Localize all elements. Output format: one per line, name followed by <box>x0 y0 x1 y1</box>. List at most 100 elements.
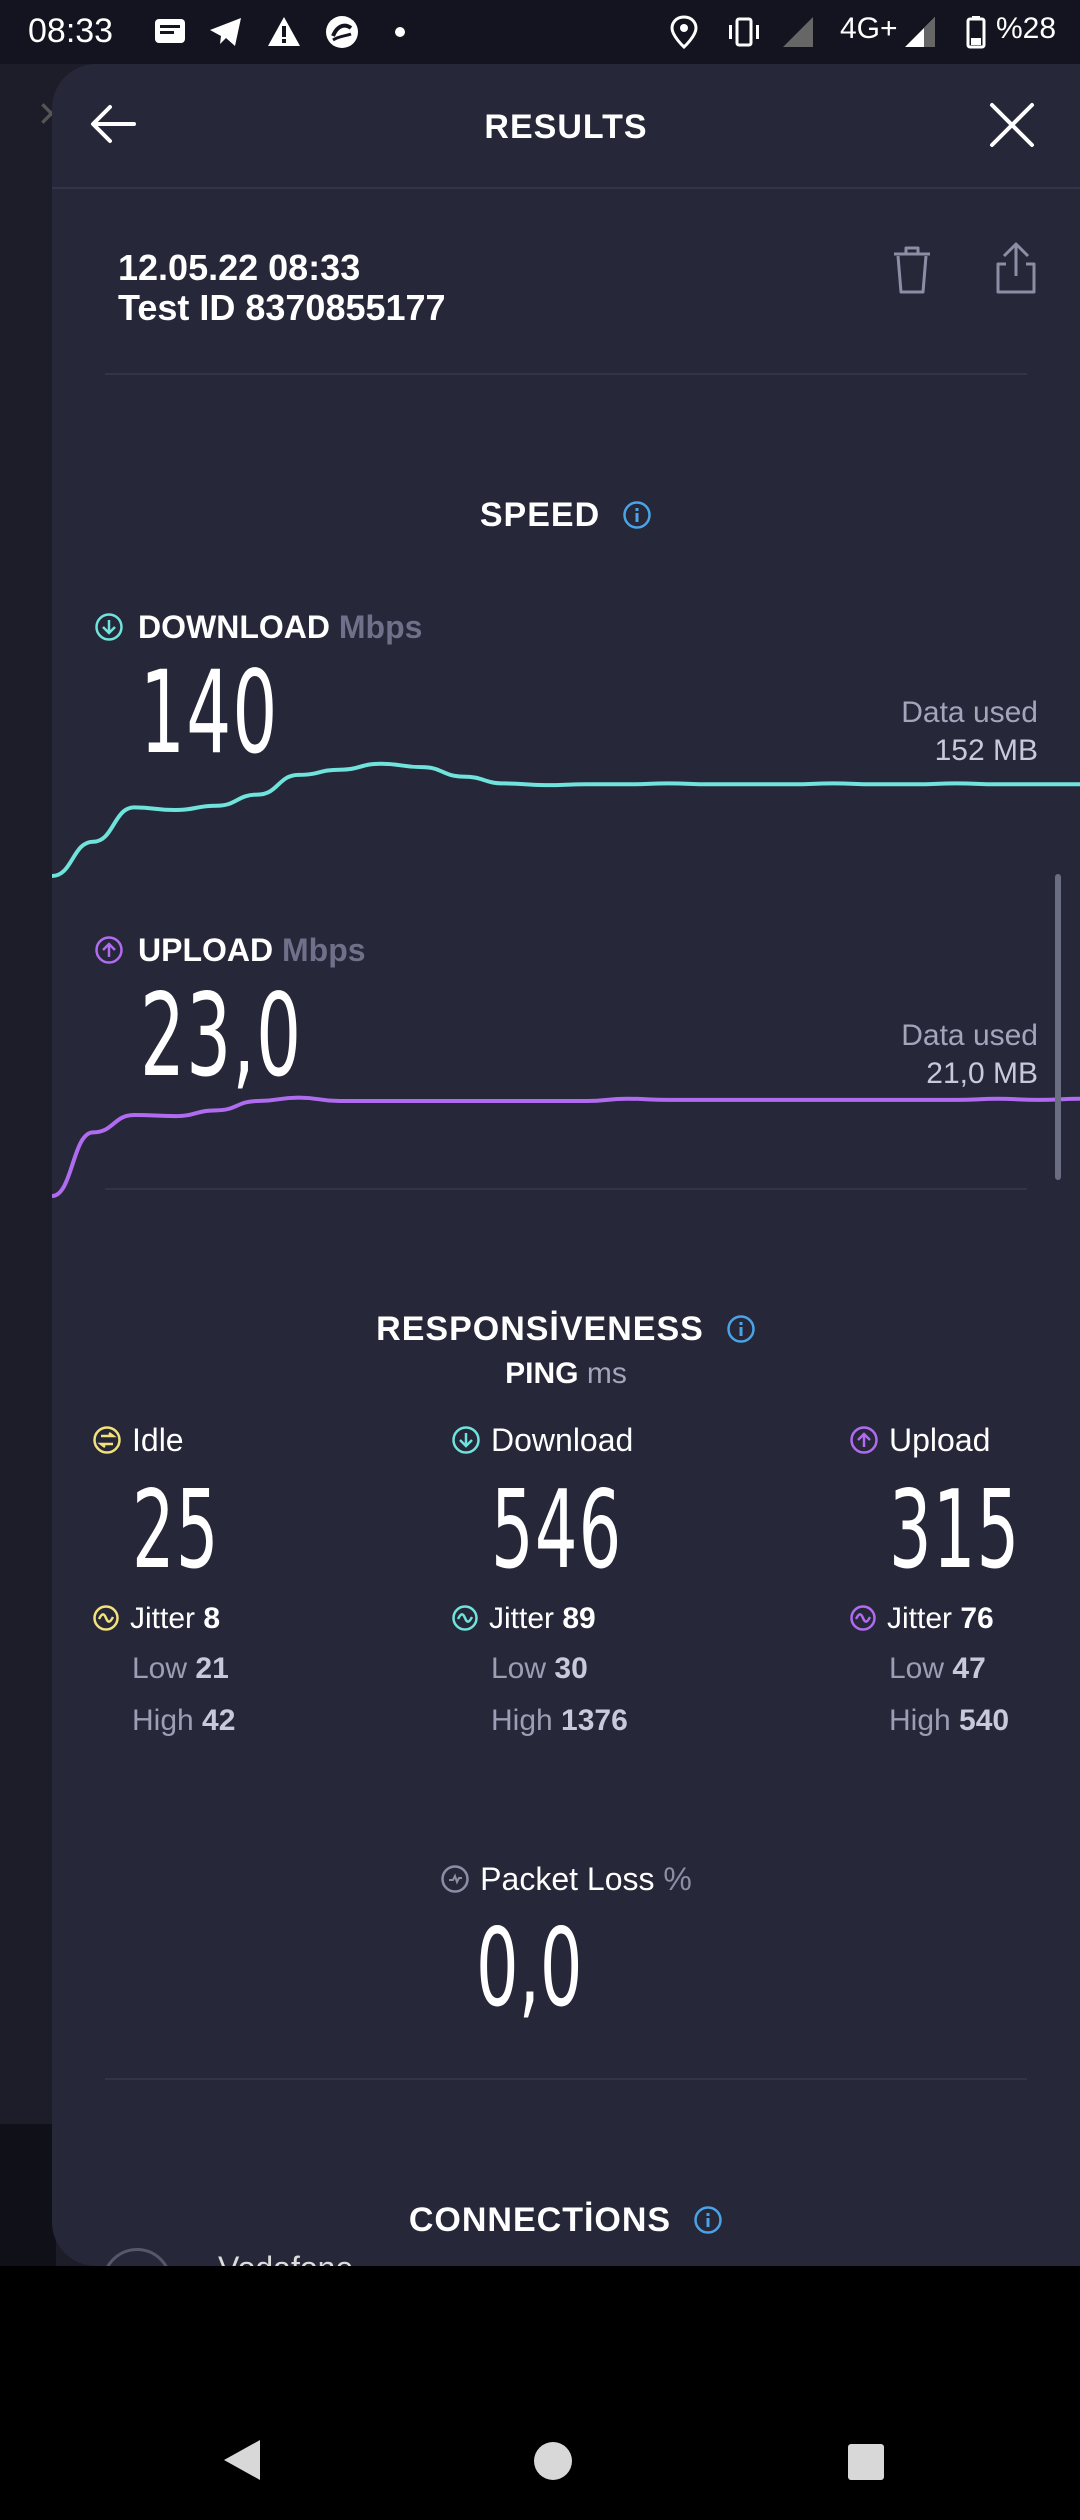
upload-ping-value: 315 <box>889 1468 1021 1593</box>
packet-loss-value: 0,0 <box>476 1906 583 2031</box>
download-jitter-value: 89 <box>562 1602 596 1635</box>
carrier-logo-icon <box>326 16 358 48</box>
upload-data-used-amount: 21,0 MB <box>926 1057 1038 1090</box>
download-low-value: 30 <box>554 1652 588 1685</box>
location-icon <box>670 15 698 50</box>
test-datetime: 12.05.22 08:33 <box>118 247 361 288</box>
close-icon[interactable] <box>987 100 1037 150</box>
upload-label-row: UPLOAD Mbps <box>94 932 366 969</box>
download-value: 140 <box>140 646 279 779</box>
page-title: RESULTS <box>484 108 648 146</box>
idle-label: Idle <box>132 1422 184 1458</box>
message-icon <box>155 19 185 43</box>
telegram-icon <box>210 18 241 46</box>
jitter-icon <box>452 1605 478 1631</box>
idle-jitter-label: Jitter <box>130 1602 196 1635</box>
download-jitter-label: Jitter <box>489 1602 555 1635</box>
status-bar: 08:33 4G+ %28 <box>0 0 1080 64</box>
series-line-upload <box>52 1095 1080 1198</box>
ping-unit: ms <box>586 1357 627 1390</box>
navigation-bar <box>0 2266 1080 2520</box>
download-data-used: Data used 152 MB <box>901 694 1038 770</box>
signal-icon <box>905 17 935 47</box>
download-low-label: Low <box>491 1652 547 1685</box>
upload-low-value: 47 <box>952 1652 986 1685</box>
battery-level: %28 <box>996 12 1057 45</box>
back-nav-icon[interactable] <box>220 2436 264 2484</box>
packet-loss-label: Packet Loss <box>480 1861 655 1897</box>
signal-icon <box>783 17 813 47</box>
upload-value: 23,0 <box>140 969 303 1102</box>
upload-label: UPLOAD <box>138 932 274 968</box>
download-data-used-label: Data used <box>901 696 1038 729</box>
divider <box>105 2078 1027 2080</box>
ping-label: PING <box>505 1357 579 1390</box>
upload-low-label: Low <box>889 1652 945 1685</box>
divider <box>105 1188 1027 1190</box>
ping-upload: Upload 315 Jitter 76 Low 47 High 540 <box>849 1422 1080 1756</box>
download-ping-value: 546 <box>491 1468 623 1593</box>
idle-high-label: High <box>132 1704 194 1737</box>
packet-loss-unit: % <box>663 1861 692 1897</box>
info-icon[interactable] <box>622 500 652 530</box>
status-time: 08:33 <box>28 12 114 50</box>
upload-icon <box>850 1426 878 1454</box>
recents-nav-icon[interactable] <box>846 2442 886 2482</box>
share-icon[interactable] <box>992 240 1040 296</box>
responsiveness-section-title: RESPONSİVENESS <box>52 1310 1080 1349</box>
idle-high-value: 42 <box>202 1704 236 1737</box>
arrow-left-icon[interactable] <box>84 94 144 154</box>
upload-jitter-label: Jitter <box>887 1602 953 1635</box>
download-graph <box>52 761 1080 878</box>
test-id: Test ID 8370855177 <box>118 287 446 328</box>
upload-data-used-label: Data used <box>901 1019 1038 1052</box>
provider-avatar <box>102 2248 172 2266</box>
download-high-value: 1376 <box>561 1704 628 1737</box>
upload-ping-label: Upload <box>889 1422 991 1458</box>
download-icon <box>95 613 123 641</box>
upload-unit: Mbps <box>282 932 366 968</box>
download-high-label: High <box>491 1704 553 1737</box>
upload-high-value: 540 <box>959 1704 1010 1737</box>
download-icon <box>452 1426 480 1454</box>
upload-high-label: High <box>889 1704 951 1737</box>
jitter-icon <box>850 1605 876 1631</box>
idle-low-label: Low <box>132 1652 188 1685</box>
ping-download: Download 546 Jitter 89 Low 30 High 1376 <box>451 1422 711 1756</box>
info-icon[interactable] <box>726 1314 756 1344</box>
results-sheet: RESULTS 12.05.22 08:33 Test ID 837085517… <box>52 64 1080 2266</box>
idle-jitter-value: 8 <box>203 1602 221 1635</box>
connections-section-title: CONNECTİONS <box>52 2201 1080 2240</box>
idle-icon <box>93 1426 121 1454</box>
network-type: 4G+ <box>840 12 898 45</box>
jitter-icon <box>93 1605 119 1631</box>
warning-icon <box>268 17 300 46</box>
upload-data-used: Data used 21,0 MB <box>901 1017 1038 1093</box>
home-nav-icon[interactable] <box>532 2440 574 2482</box>
ping-idle: Idle 25 Jitter 8 Low 21 High 42 <box>92 1422 352 1756</box>
divider <box>105 373 1027 375</box>
download-label: DOWNLOAD <box>138 609 330 645</box>
dot-icon <box>395 27 405 37</box>
info-icon[interactable] <box>693 2205 723 2235</box>
results-header: RESULTS <box>52 64 1080 189</box>
vibrate-icon <box>729 17 759 47</box>
series-line-download <box>52 761 1080 878</box>
packet-loss-label-row: Packet Loss % <box>52 1861 1080 1898</box>
download-data-used-amount: 152 MB <box>934 734 1038 767</box>
scrollbar[interactable] <box>1055 874 1061 1180</box>
upload-icon <box>95 936 123 964</box>
idle-low-value: 21 <box>195 1652 229 1685</box>
download-ping-label: Download <box>491 1422 634 1458</box>
trash-icon[interactable] <box>888 244 936 296</box>
upload-jitter-value: 76 <box>960 1602 994 1635</box>
idle-value: 25 <box>132 1468 220 1593</box>
connections-title: CONNECTİONS <box>408 2201 672 2239</box>
download-label-row: DOWNLOAD Mbps <box>94 609 422 646</box>
download-unit: Mbps <box>338 609 423 645</box>
speed-title: SPEED <box>479 496 601 534</box>
ping-title: PING ms <box>52 1357 1080 1391</box>
responsiveness-title: RESPONSİVENESS <box>376 1310 704 1348</box>
packet-loss-icon <box>441 1865 469 1893</box>
speed-section-title: SPEED <box>52 496 1080 535</box>
